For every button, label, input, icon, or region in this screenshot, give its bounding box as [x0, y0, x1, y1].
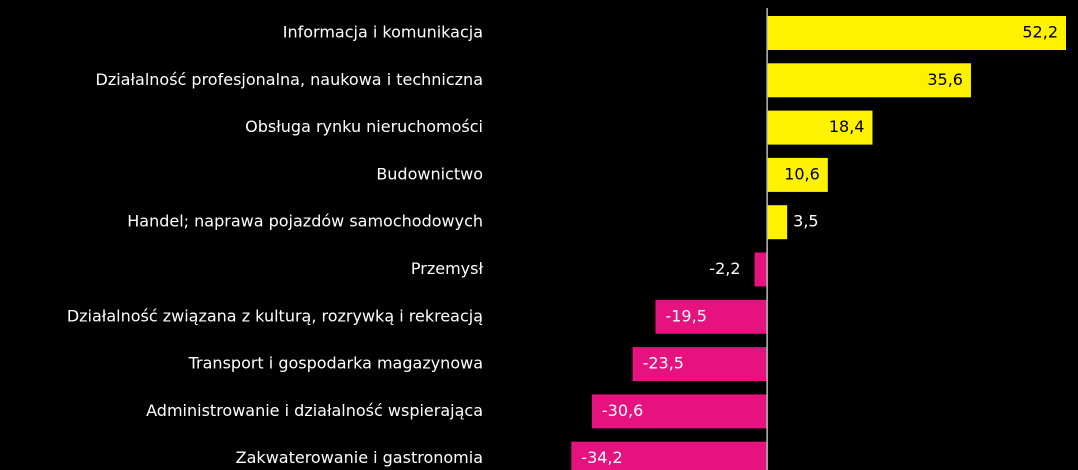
- bar: [767, 157, 828, 192]
- value-label: 3,5: [793, 212, 818, 231]
- value-label: -19,5: [665, 306, 706, 325]
- category-label: Informacja i komunikacja: [283, 23, 483, 42]
- category-label: Zakwaterowanie i gastronomia: [236, 448, 483, 467]
- bar: [591, 394, 768, 429]
- value-label: 18,4: [829, 117, 865, 136]
- value-label: -34,2: [581, 448, 622, 467]
- category-label: Budownictwo: [376, 164, 483, 183]
- value-label: -30,6: [602, 401, 643, 420]
- bar: [754, 252, 768, 287]
- bar: [767, 205, 788, 240]
- bar: [632, 347, 768, 382]
- value-label: -23,5: [643, 354, 684, 373]
- bar: [767, 110, 873, 145]
- bar: [767, 16, 1066, 50]
- category-label: Obsługa rynku nieruchomości: [245, 117, 483, 136]
- bar: [767, 63, 971, 98]
- value-label: 35,6: [927, 70, 963, 89]
- category-label: Administrowanie i działalność wspierając…: [146, 401, 483, 420]
- category-label: Działalność związana z kulturą, rozrywką…: [67, 306, 483, 325]
- value-label: 10,6: [784, 164, 820, 183]
- bar: [655, 299, 768, 334]
- category-label: Działalność profesjonalna, naukowa i tec…: [96, 70, 484, 89]
- value-label: 52,2: [1022, 23, 1058, 42]
- category-label: Handel; naprawa pojazdów samochodowych: [127, 212, 483, 231]
- value-label: -2,2: [709, 259, 740, 278]
- category-label: Transport i gospodarka magazynowa: [188, 354, 483, 373]
- category-label: Przemysł: [411, 259, 484, 278]
- bar: [571, 441, 768, 470]
